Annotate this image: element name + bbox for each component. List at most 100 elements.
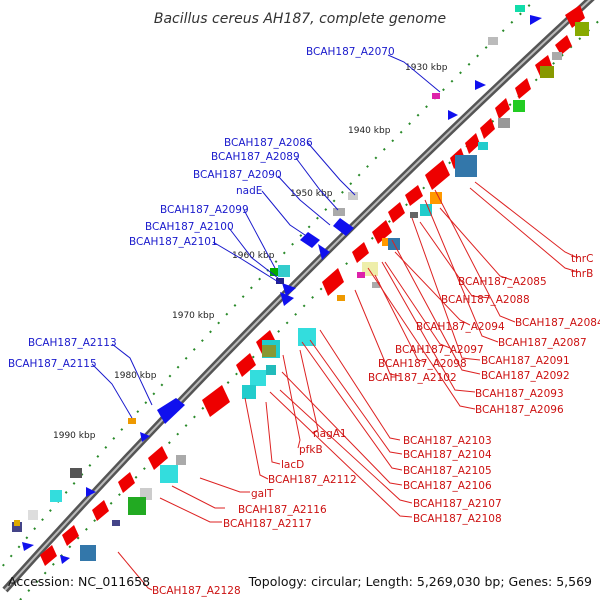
gene-block	[513, 100, 525, 112]
gene-block	[148, 446, 168, 470]
gene-block	[322, 268, 344, 296]
gene-label: BCAH187_A2112	[268, 474, 357, 486]
gene-label: BCAH187_A2086	[224, 137, 313, 149]
gene-label: BCAH187_A2093	[475, 388, 564, 400]
gene-block	[128, 418, 136, 424]
gene-block	[357, 272, 365, 278]
gene-label: BCAH187_A2090	[193, 169, 282, 181]
gene-label: BCAH187_A2085	[458, 276, 547, 288]
gene-label: BCAH187_A2088	[441, 294, 530, 306]
gene-block	[282, 283, 296, 296]
gene-block	[270, 268, 278, 276]
gene-block	[236, 353, 256, 377]
kbp-scale: 1930 kbp 1940 kbp 1950 kbp 1960 kbp 1970…	[53, 63, 448, 441]
gene-block	[420, 204, 432, 216]
kbp-label: 1990 kbp	[53, 431, 96, 441]
gene-block	[575, 22, 589, 36]
gene-block	[530, 15, 542, 25]
gene-label: nagA1	[313, 428, 347, 440]
gene-label: BCAH187_A2092	[481, 370, 570, 382]
gene-block	[62, 525, 79, 546]
gene-label: BCAH187_A2106	[403, 480, 492, 492]
gene-block	[410, 212, 418, 218]
gene-block	[298, 328, 316, 346]
genome-title: Bacillus cereus AH187, complete genome	[154, 11, 446, 27]
gene-block	[495, 98, 510, 119]
gene-block	[488, 37, 498, 45]
gene-label: thrC	[571, 253, 593, 265]
gene-block	[70, 468, 82, 478]
gene-block	[372, 220, 392, 244]
gene-block	[250, 370, 266, 386]
gene-block	[465, 133, 480, 154]
gene-labels-right: thrC thrB BCAH187_A2085 BCAH187_A2088 BC…	[152, 253, 600, 597]
gene-block	[337, 295, 345, 301]
gene-block	[333, 218, 354, 236]
topology-text: Topology: circular; Length: 5,269,030 bp…	[248, 574, 592, 589]
gene-label: BCAH187_A2117	[223, 518, 312, 530]
gene-block	[318, 244, 330, 260]
gene-block	[92, 500, 109, 521]
gene-block	[22, 542, 34, 551]
gene-block	[372, 282, 380, 288]
gene-label: BCAH187_A2113	[28, 337, 117, 349]
gene-label: BCAH187_A2098	[378, 358, 467, 370]
gene-block	[478, 142, 488, 150]
gene-block	[555, 35, 572, 55]
genome-backbone	[2, 0, 595, 593]
gene-block	[300, 232, 320, 248]
gene-block	[80, 545, 96, 561]
gene-block	[348, 192, 358, 200]
gene-block	[432, 93, 440, 99]
gene-block	[176, 455, 186, 465]
gene-block	[498, 118, 510, 128]
gene-label: BCAH187_A2097	[395, 344, 484, 356]
gene-block	[12, 522, 22, 532]
gene-block	[112, 520, 120, 526]
gene-block	[86, 487, 96, 497]
gene-label: BCAH187_A2102	[368, 372, 457, 384]
gene-block	[280, 292, 294, 306]
gene-block	[405, 185, 423, 206]
gene-block	[382, 238, 388, 246]
gene-block	[515, 5, 525, 12]
gene-label: BCAH187_A2105	[403, 465, 492, 477]
gene-label: BCAH187_A2099	[160, 204, 249, 216]
gene-label: BCAH187_A2100	[145, 221, 234, 233]
gene-block	[28, 510, 38, 520]
leader-lines-left	[91, 54, 441, 419]
gene-block	[262, 345, 276, 357]
gene-label: BCAH187_A2104	[403, 449, 492, 461]
gene-block	[455, 155, 477, 177]
gene-label: BCAH187_A2094	[416, 321, 505, 333]
gene-block	[202, 385, 230, 417]
gene-block	[475, 80, 486, 90]
kbp-label: 1940 kbp	[348, 126, 391, 136]
gene-block	[157, 398, 185, 424]
gene-label: BCAH187_A2084	[515, 317, 600, 329]
gene-block	[40, 545, 57, 566]
gene-block	[430, 192, 442, 204]
gene-block	[565, 5, 585, 28]
gene-block	[160, 465, 178, 483]
kbp-label: 1970 kbp	[172, 311, 215, 321]
gene-label: thrB	[571, 268, 593, 280]
gene-label: BCAH187_A2103	[403, 435, 492, 447]
gene-label: galT	[251, 488, 274, 500]
gene-label: BCAH187_A2101	[129, 236, 218, 248]
accession-text: Accession: NC_011658	[8, 574, 150, 589]
reverse-strand-genes	[22, 15, 542, 564]
gene-block	[448, 110, 458, 120]
kbp-label: 1930 kbp	[405, 63, 448, 73]
gene-block	[276, 278, 284, 284]
gene-block	[118, 472, 135, 493]
gene-block	[362, 262, 378, 276]
gene-label: BCAH187_A2087	[498, 337, 587, 349]
kbp-label: 1950 kbp	[290, 189, 333, 199]
gene-label: BCAH187_A2096	[475, 404, 564, 416]
gene-block	[388, 202, 405, 223]
gene-block	[266, 365, 276, 375]
gene-block	[333, 208, 345, 216]
kbp-label: 1960 kbp	[232, 251, 275, 261]
